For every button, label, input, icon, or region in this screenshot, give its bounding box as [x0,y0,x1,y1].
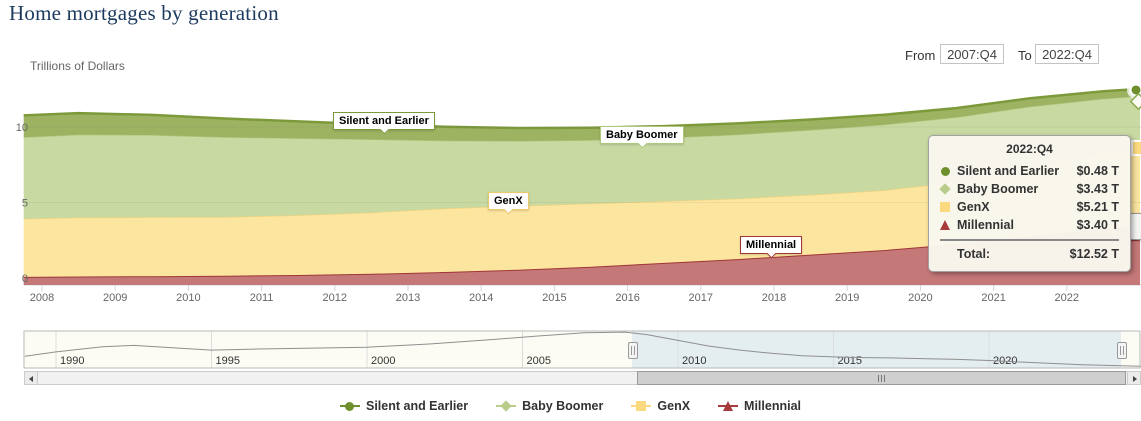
genx-square-icon [940,202,950,212]
silent-circle-icon [339,400,360,412]
x-axis-label: 2016 [615,292,639,304]
right-arrow-icon [1133,376,1137,382]
tooltip-total-row: Total: $12.52 T [957,247,1119,261]
area-silent-and-earlier[interactable] [23,88,1141,141]
genx-last-point-marker [1131,140,1141,156]
millennial-triangle-icon [718,400,739,412]
navigator-year-label: 1990 [60,355,84,367]
legend-item-silent[interactable]: Silent and Earlier [339,399,468,413]
navigator-year-label: 2015 [838,355,862,367]
x-axis-label: 2022 [1055,292,1079,304]
navigator-year-label: 1995 [216,355,240,367]
area-millennial[interactable] [23,226,1141,285]
x-axis-label: 2019 [835,292,859,304]
area-genx[interactable] [23,148,1141,277]
page-title: Home mortgages by generation [9,1,279,25]
genx-square-icon [631,400,652,412]
x-axis-label: 2020 [908,292,932,304]
x-axis-label: 2021 [981,292,1005,304]
from-label: From [905,48,936,63]
x-axis-label: 2017 [689,292,713,304]
boomer-last-point-marker [1129,92,1141,111]
x-axis-label: 2008 [30,292,54,304]
y-axis-label: 0 [22,273,28,285]
tooltip-row: Baby Boomer $3.43 T [939,180,1119,198]
navigator-line [24,331,1141,367]
navigator-handle-left[interactable] [628,342,638,359]
tooltip-row: Millennial $3.40 T [940,216,1119,234]
navigator-year-label: 2005 [527,355,551,367]
tooltip-row: Silent and Earlier $0.48 T [940,162,1119,180]
to-date-input[interactable] [1035,44,1099,64]
legend-item-genx[interactable]: GenX [631,399,690,413]
line-silent-and-earlier [23,87,1141,130]
y-axis-label: 5 [22,198,28,210]
legend-item-millennial[interactable]: Millennial [718,399,801,413]
x-axis-label: 2018 [762,292,786,304]
series-label-millennial: Millennial [740,236,803,254]
chart-tooltip: 2022:Q4 Silent and Earlier $0.48 T Baby … [928,135,1131,272]
boomer-diamond-icon [939,183,951,195]
left-arrow-icon [29,376,33,382]
navigator-selection[interactable] [632,331,1121,368]
to-label: To [1018,48,1032,63]
x-axis-label: 2012 [323,292,347,304]
navigator-year-label: 2000 [371,355,395,367]
legend: Silent and Earlier Baby Boomer GenX Mill… [0,399,1141,413]
millennial-triangle-icon [940,220,950,230]
boomer-diamond-icon [496,400,517,412]
x-axis-label: 2014 [469,292,493,304]
legend-item-baby-boomer[interactable]: Baby Boomer [496,399,603,413]
series-label-silent: Silent and Earlier [333,112,435,130]
tooltip-row: GenX $5.21 T [940,198,1119,216]
x-axis-label: 2009 [103,292,127,304]
scrollbar-left-arrow[interactable] [24,371,38,385]
scrollbar-thumb[interactable] [637,371,1126,385]
series-label-genx: GenX [488,192,529,210]
tooltip-divider [940,239,1119,241]
from-date-input[interactable] [940,44,1004,64]
navigator-year-label: 2010 [682,355,706,367]
y-axis-label: 10 [16,122,28,134]
navigator-handle-right[interactable] [1117,342,1127,359]
scrollbar-right-arrow[interactable] [1127,371,1141,385]
tooltip-header: 2022:Q4 [1006,142,1053,156]
x-axis-label: 2010 [176,292,200,304]
x-axis-label: 2013 [396,292,420,304]
scrollbar-grip-icon [877,375,885,382]
navigator-border [23,330,1141,369]
series-label-baby-boomer: Baby Boomer [600,126,684,144]
silent-circle-icon [940,166,950,176]
x-axis-label: 2011 [250,292,274,304]
y-axis-title: Trillions of Dollars [30,59,125,73]
x-axis-label: 2015 [542,292,566,304]
